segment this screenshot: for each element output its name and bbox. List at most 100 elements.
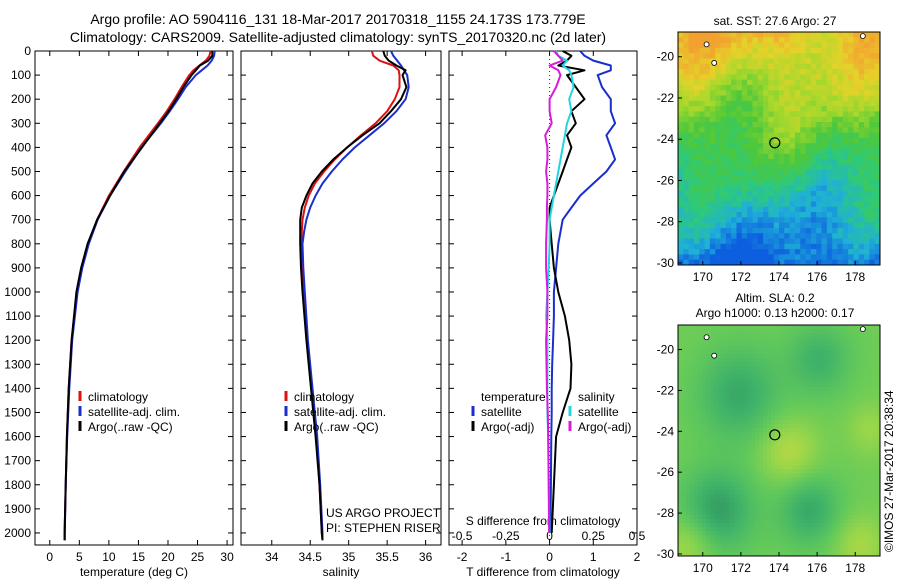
heatmap-cell (875, 337, 881, 342)
heatmap-cell (678, 47, 684, 54)
heatmap-cell (869, 206, 876, 213)
heatmap-cell (754, 386, 760, 392)
heatmap-cell (867, 551, 873, 557)
heatmap-cell (698, 374, 703, 380)
heatmap-cell (779, 370, 784, 375)
heatmap-cell (842, 201, 849, 208)
heatmap-cell (770, 395, 776, 400)
heatmap-cell (742, 551, 748, 557)
heatmap-cell (847, 391, 853, 396)
heatmap-cell (762, 506, 768, 512)
heatmap-cell (714, 448, 719, 454)
heatmap-cell (699, 47, 705, 54)
heatmap-cell (823, 370, 828, 375)
heatmap-cell (710, 370, 715, 375)
heatmap-cell (750, 395, 756, 400)
heatmap-cell (762, 366, 768, 371)
heatmap-cell (869, 137, 876, 144)
heatmap-cell (819, 374, 824, 380)
heatmap-cell (791, 547, 796, 553)
heatmap-cell (853, 63, 860, 70)
heatmap-cell (787, 543, 792, 549)
heatmap-cell (757, 132, 764, 139)
heatmap-cell (730, 469, 735, 474)
heatmap-cell (747, 196, 753, 202)
heatmap-cell (799, 419, 804, 425)
heatmap-cell (851, 502, 857, 507)
heatmap-cell (725, 238, 732, 245)
heatmap-cell (768, 217, 775, 224)
legend-label: satellite-adj. clim. (88, 405, 180, 419)
heatmap-cell (779, 506, 784, 512)
sst-map: 170 172 174 176 178-20-22-24-26-28-30 (657, 31, 881, 284)
heatmap-cell (706, 391, 711, 396)
heatmap-cell (722, 403, 727, 408)
heatmap-cell (787, 329, 792, 334)
y-tick-label: 700 (11, 213, 31, 227)
heatmap-cell (747, 90, 753, 96)
heatmap-cell (746, 337, 752, 342)
heatmap-cell (688, 238, 695, 245)
heatmap-cell (839, 535, 845, 540)
heatmap-cell (715, 69, 721, 75)
heatmap-cell (831, 403, 836, 408)
heatmap-cell (690, 547, 695, 553)
heatmap-cell (678, 506, 683, 512)
heatmap-cell (791, 358, 796, 363)
heatmap-cell (855, 440, 861, 446)
heatmap-cell (738, 407, 744, 413)
heatmap-cell (805, 212, 812, 218)
heatmap-cell (800, 95, 806, 102)
heatmap-cell (763, 254, 769, 261)
heatmap-cell (863, 502, 869, 507)
heatmap-cell (682, 531, 687, 536)
heatmap-cell (867, 518, 873, 524)
heatmap-cell (869, 201, 876, 208)
heatmap-cell (742, 436, 748, 441)
heatmap-cell (807, 428, 812, 433)
heatmap-cell (683, 238, 690, 245)
heatmap-cell (757, 100, 764, 107)
heatmap-cell (843, 378, 849, 384)
heatmap-cell (678, 448, 683, 454)
heatmap-cell (736, 153, 743, 160)
heatmap-cell (779, 391, 784, 396)
heatmap-cell (821, 148, 828, 155)
heatmap-cell (831, 494, 836, 499)
heatmap-cell (823, 353, 828, 359)
heatmap-cell (848, 217, 854, 224)
heatmap-cell (715, 74, 721, 81)
heatmap-cell (699, 58, 705, 65)
heatmap-cell (837, 127, 844, 134)
heatmap-cell (803, 481, 808, 487)
heatmap-cell (826, 159, 833, 165)
heatmap-cell (875, 477, 881, 483)
heatmap-cell (859, 547, 865, 553)
heatmap-cell (843, 358, 849, 363)
heatmap-cell (874, 259, 881, 266)
heatmap-cell (710, 395, 715, 400)
heatmap-cell (730, 386, 735, 392)
heatmap-cell (709, 206, 716, 213)
heatmap-cell (752, 212, 759, 218)
heatmap-cell (800, 227, 806, 234)
heatmap-cell (715, 143, 721, 149)
heatmap-cell (819, 419, 824, 425)
heatmap-cell (773, 90, 780, 96)
heatmap-cell (746, 411, 752, 417)
heatmap-cell (867, 407, 873, 413)
heatmap-cell (762, 337, 768, 342)
heatmap-cell (694, 419, 699, 425)
heatmap-cell (787, 436, 792, 441)
heatmap-cell (855, 349, 861, 355)
heatmap-cell (875, 502, 881, 507)
heatmap-cell (714, 349, 719, 355)
heatmap-cell (758, 477, 764, 483)
heatmap-cell (864, 259, 870, 266)
heatmap-cell (779, 374, 784, 380)
heatmap-cell (851, 341, 857, 347)
heatmap-cell (686, 543, 691, 549)
heatmap-cell (851, 419, 857, 425)
heatmap-cell (831, 436, 836, 441)
x-tick-label: 170 (693, 270, 713, 284)
